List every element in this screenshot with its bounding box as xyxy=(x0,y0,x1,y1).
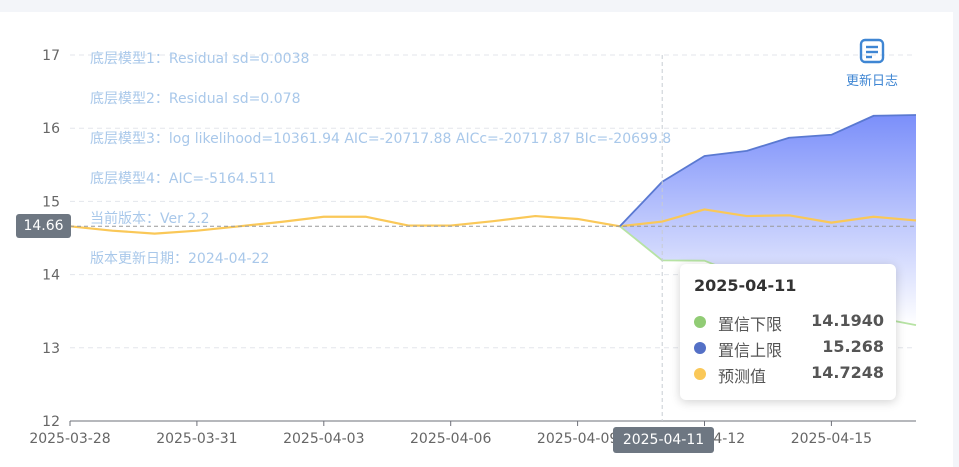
x-tick-label: 2025-03-31 xyxy=(156,431,237,447)
x-tick-label: 2025-04-06 xyxy=(410,431,491,447)
tooltip-series-value: 14.7248 xyxy=(811,363,884,382)
update-log-label: 更新日志 xyxy=(845,74,898,89)
model-4-note: 底层模型4：AIC=-5164.511 xyxy=(90,171,276,187)
legend-dot-upper xyxy=(694,342,706,354)
tooltip: 2025-04-11 置信下限 14.1940 置信上限 15.268 预测值 … xyxy=(680,264,896,400)
model-3-note: 底层模型3：log likelihood=10361.94 AIC=-20717… xyxy=(90,131,672,147)
x-tick-label: 2025-03-28 xyxy=(29,431,110,447)
tooltip-series-name: 预测值 xyxy=(718,367,767,386)
y-tick-label: 13 xyxy=(42,341,60,357)
chart-card: 12 13 14 15 16 17 2025-03-28 2025-03-31 2025-04-… xyxy=(0,12,953,467)
legend-dot-forecast xyxy=(694,368,706,380)
x-axis-pointer-label: 2025-04-11 xyxy=(613,427,714,453)
series-line xyxy=(69,208,917,235)
y-tick-label: 17 xyxy=(42,48,60,64)
tooltip-row-lower: 置信下限 14.1940 xyxy=(694,311,884,334)
y-tick-label: 12 xyxy=(42,414,60,430)
document-icon xyxy=(859,38,885,64)
x-tick-label: 2025-04-03 xyxy=(283,431,364,447)
model-1-note: 底层模型1：Residual sd=0.0038 xyxy=(90,51,310,67)
x-tick-label: 2025-04-15 xyxy=(791,431,872,447)
x-tick-label: 2025-04-09 xyxy=(537,431,618,447)
tooltip-row-forecast: 预测值 14.7248 xyxy=(694,363,884,386)
y-tick-label: 16 xyxy=(42,121,60,137)
legend-dot-lower xyxy=(694,316,706,328)
series-line xyxy=(619,114,917,227)
update-date-note: 版本更新日期：2024-04-22 xyxy=(90,251,270,267)
version-note: 当前版本：Ver 2.2 xyxy=(90,211,210,227)
model-2-note: 底层模型2：Residual sd=0.078 xyxy=(90,91,301,107)
y-axis-pointer-label: 14.66 xyxy=(16,214,71,238)
update-log-button[interactable]: 更新日志 xyxy=(836,38,908,89)
tooltip-series-name: 置信下限 xyxy=(718,315,783,334)
tooltip-title: 2025-04-11 xyxy=(694,276,797,295)
tooltip-series-value: 15.268 xyxy=(822,337,884,356)
tooltip-series-value: 14.1940 xyxy=(811,311,884,330)
tooltip-series-name: 置信上限 xyxy=(718,341,783,360)
y-tick-label: 14 xyxy=(42,268,60,284)
tooltip-row-upper: 置信上限 15.268 xyxy=(694,337,884,360)
y-tick-label: 15 xyxy=(42,194,60,210)
